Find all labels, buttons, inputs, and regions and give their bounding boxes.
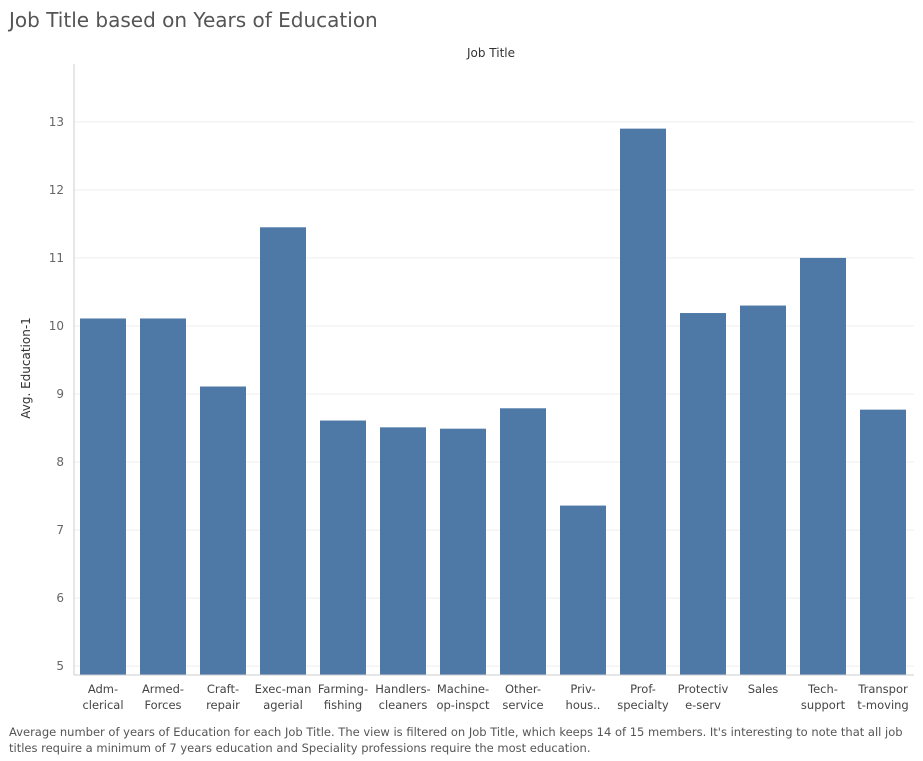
y-axis-ticks: 5 6 7 8 9 10 11 12 13 [49,115,64,673]
bar [380,427,426,675]
x-category-label: Tech-support [801,682,846,712]
chart-title: Job Title based on Years of Education [9,8,378,32]
bars [80,128,906,676]
x-axis-labels: Adm-clerical Armed-Forces Craft-repair Exec… [82,682,908,712]
bar [800,257,846,675]
bar [500,408,546,675]
y-tick-label: 10 [49,319,64,333]
bar [140,318,186,675]
x-category-label: Craft-repair [206,682,240,712]
bar [680,313,726,675]
x-category-label: Other-service [502,682,543,712]
x-category-label: Sales [748,682,779,696]
x-category-label: Handlers-cleaners [375,682,430,712]
y-tick-label: 7 [56,523,64,537]
bar [440,428,486,675]
x-category-label: Priv-hous.. [566,682,601,712]
x-category-label: Armed-Forces [142,682,184,712]
y-tick-label: 9 [56,387,64,401]
bar [320,420,366,675]
bar [260,227,306,676]
y-tick-label: 11 [49,251,64,265]
x-category-label: Exec-man agerial [255,682,312,712]
x-category-label: Farming-fishing [318,682,368,712]
y-tick-label: 13 [49,115,64,129]
bar [560,505,606,675]
x-category-label: Machine-op-inspct [436,682,490,712]
bar [860,409,906,675]
y-tick-label: 5 [56,659,64,673]
x-category-label: Adm-clerical [82,682,123,712]
y-tick-label: 6 [56,591,64,605]
x-category-label: Protectiv e-serv [678,682,729,712]
chart-caption: Average number of years of Education for… [9,725,903,755]
x-axis-title: Job Title [466,46,515,60]
x-category-label: Transpor t-moving [857,682,909,712]
bar [80,318,126,675]
y-tick-label: 8 [56,455,64,469]
y-tick-label: 12 [49,183,64,197]
bar [740,305,786,675]
bar-chart: 5 6 7 8 9 10 11 12 13 Adm-clerical Armed-Forces Cr… [19,46,914,712]
bar [200,386,246,675]
bar [620,128,666,676]
x-category-label: Prof-specialty [617,682,669,712]
y-axis-title: Avg. Education-1 [19,317,33,419]
